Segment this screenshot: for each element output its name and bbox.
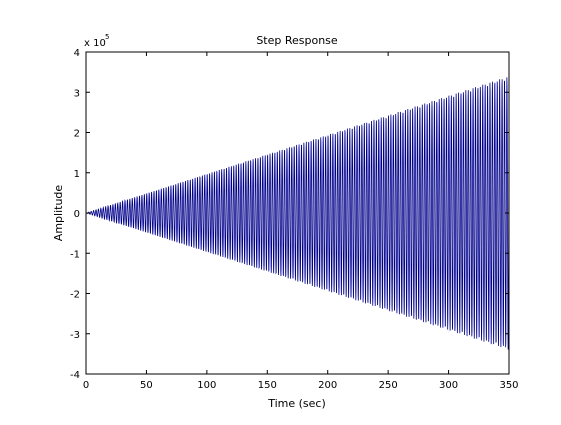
x-tick-label: 100: [197, 380, 216, 391]
y-tick-label: -2: [70, 290, 80, 301]
y-tick-label: 2: [74, 129, 80, 140]
y-axis-label: Amplitude: [52, 185, 65, 242]
series-layer: [85, 77, 510, 350]
x-tick-label: 200: [318, 380, 337, 391]
y-tick-label: 4: [74, 48, 80, 59]
x-tick-label: 250: [379, 380, 398, 391]
y-tick-label: -3: [70, 330, 80, 341]
y-tick-label: -1: [70, 249, 80, 260]
x-tick-label: 50: [140, 380, 153, 391]
y-tick-label: 3: [74, 88, 80, 99]
x-tick-layer: 0 50 100 150 200 250 300 350: [83, 52, 519, 391]
x-tick-label: 300: [439, 380, 458, 391]
y-exponent-power: 5: [105, 33, 109, 41]
step-response-line: [85, 77, 510, 350]
y-tick-label: 1: [74, 169, 80, 180]
y-tick-label: -4: [70, 370, 80, 381]
x-axis-label: Time (sec): [267, 397, 326, 410]
x-tick-label: 150: [258, 380, 277, 391]
y-exponent-base: x 10: [84, 38, 106, 49]
y-tick-label: 0: [74, 209, 80, 220]
x-tick-label: 0: [83, 380, 89, 391]
y-tick-layer: 4 3 2 1 0 -1 -2 -3 -4: [70, 48, 509, 381]
x-tick-label: 350: [499, 380, 518, 391]
chart-title: Step Response: [256, 34, 338, 47]
